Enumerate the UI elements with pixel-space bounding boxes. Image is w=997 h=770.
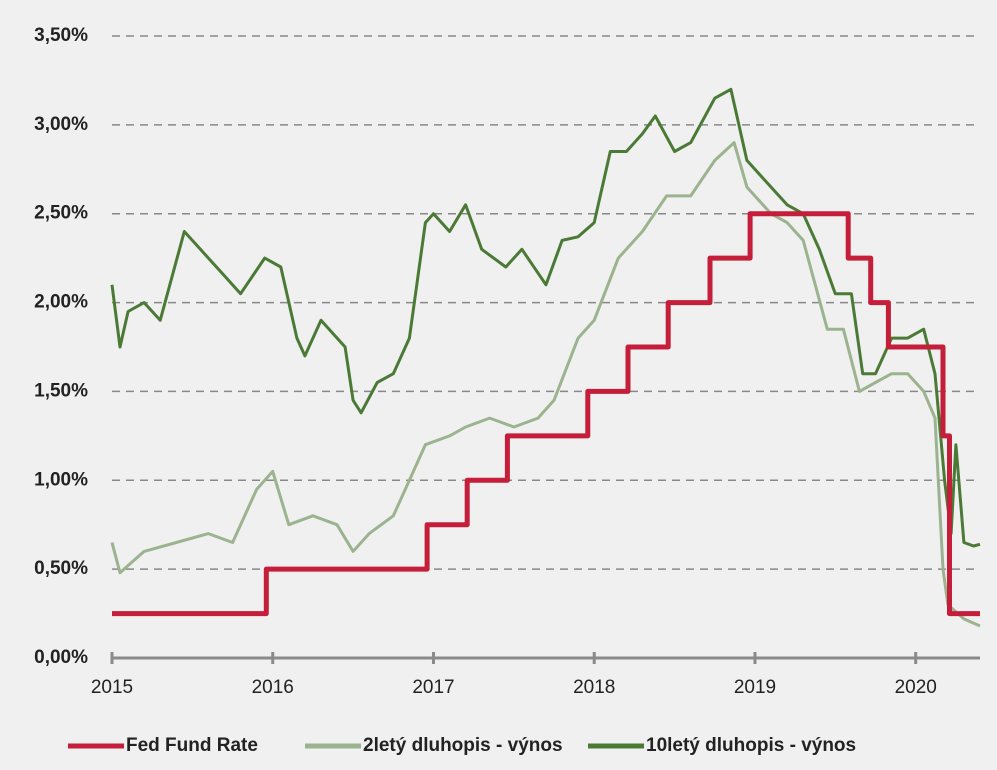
x-tick-label: 2016: [252, 677, 294, 698]
series-line: [112, 211, 980, 617]
legend-label: 10letý dluhopis - výnos: [646, 735, 856, 756]
y-tick-label: 1,00%: [34, 469, 88, 490]
x-tick-label: 2020: [895, 677, 937, 698]
y-tick-label: 2,00%: [34, 292, 88, 313]
y-tick-label: 0,00%: [34, 647, 88, 668]
x-tick-label: 2015: [91, 677, 133, 698]
series-line: [110, 141, 981, 628]
y-tick-label: 1,50%: [34, 380, 88, 401]
x-tick-label: 2019: [734, 677, 776, 698]
series-line: [110, 87, 981, 548]
x-tick-label: 2017: [412, 677, 454, 698]
legend-label: 2letý dluhopis - výnos: [363, 735, 563, 756]
y-tick-label: 0,50%: [34, 558, 88, 579]
y-tick-label: 3,50%: [34, 25, 88, 46]
y-tick-label: 2,50%: [34, 203, 88, 224]
legend-label: Fed Fund Rate: [126, 735, 258, 756]
y-tick-label: 3,00%: [34, 114, 88, 135]
x-tick-label: 2018: [573, 677, 615, 698]
